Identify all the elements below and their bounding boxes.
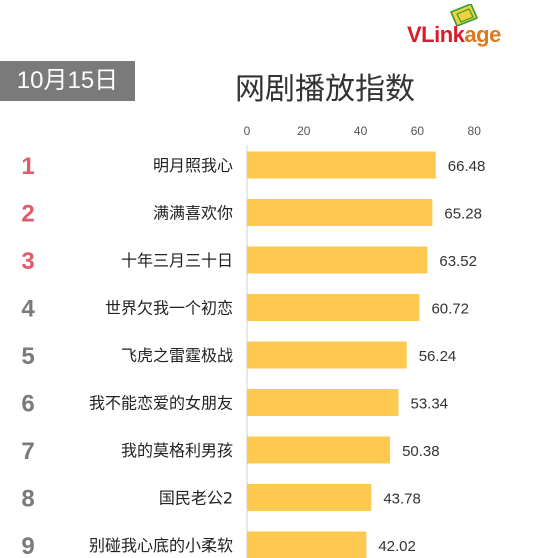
x-tick-label: 40	[354, 124, 368, 138]
bar	[247, 531, 367, 558]
category-label: 我的莫格利男孩	[121, 441, 233, 460]
rank-number: 3	[21, 248, 34, 275]
x-tick-label: 0	[244, 124, 251, 138]
category-label: 飞虎之雷霆极战	[121, 346, 233, 365]
rank-number: 1	[21, 153, 34, 180]
bar	[247, 389, 399, 416]
rank-number: 7	[21, 438, 34, 465]
bar-chart: 0 20 40 60 80 1 明月照我心 66.48 2 满满喜欢你 65.28 3 十年三月三十日 6…	[21, 124, 486, 558]
logo-text: VLinkage	[407, 22, 501, 48]
value-label: 66.48	[448, 158, 486, 175]
bar	[247, 151, 436, 179]
bar	[247, 199, 433, 226]
x-tick-label: 60	[411, 124, 425, 138]
logo-mark-icon	[449, 4, 479, 26]
value-label: 42.02	[378, 538, 416, 555]
logo-text-part1: VLink	[407, 22, 465, 47]
rank-number: 9	[21, 533, 34, 558]
value-label: 60.72	[431, 301, 469, 318]
value-label: 56.24	[419, 348, 457, 365]
category-label: 世界欠我一个初恋	[105, 299, 233, 318]
rank-number: 8	[21, 486, 34, 513]
bar	[247, 246, 428, 274]
value-label: 63.52	[439, 253, 477, 270]
bar	[247, 484, 372, 511]
value-label: 43.78	[383, 491, 421, 508]
category-label: 满满喜欢你	[153, 204, 233, 223]
bar	[247, 294, 420, 321]
rank-number: 4	[21, 296, 35, 323]
value-label: 50.38	[402, 443, 440, 460]
category-label: 别碰我心底的小柔软	[89, 536, 233, 555]
category-label: 十年三月三十日	[121, 251, 233, 270]
category-label: 明月照我心	[153, 156, 233, 175]
category-label: 我不能恋爱的女朋友	[89, 394, 233, 413]
value-label: 65.28	[444, 206, 482, 223]
logo-text-part2: age	[464, 22, 501, 47]
bar	[247, 341, 407, 369]
date-badge: 10月15日	[0, 61, 135, 101]
x-tick-label: 20	[297, 124, 311, 138]
bar	[247, 436, 391, 464]
vlinkage-logo: VLinkage	[407, 4, 532, 48]
rank-number: 6	[21, 391, 34, 418]
category-label: 国民老公2	[159, 489, 233, 508]
x-tick-label: 80	[468, 124, 482, 138]
value-label: 53.34	[410, 396, 448, 413]
rank-number: 5	[21, 343, 34, 370]
rank-number: 2	[21, 201, 34, 228]
chart-title: 网剧播放指数	[235, 72, 415, 107]
